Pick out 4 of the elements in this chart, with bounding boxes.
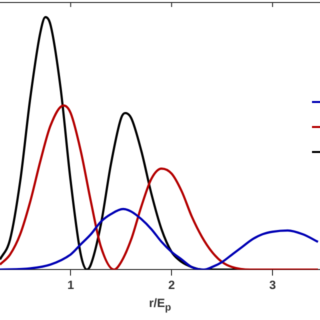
- x-axis-title: r/E$_{p}$: [148, 296, 172, 314]
- x-tick-label: 3: [269, 278, 276, 292]
- x-tick-label: 2: [168, 278, 176, 292]
- x-tick-label: 1: [67, 278, 74, 292]
